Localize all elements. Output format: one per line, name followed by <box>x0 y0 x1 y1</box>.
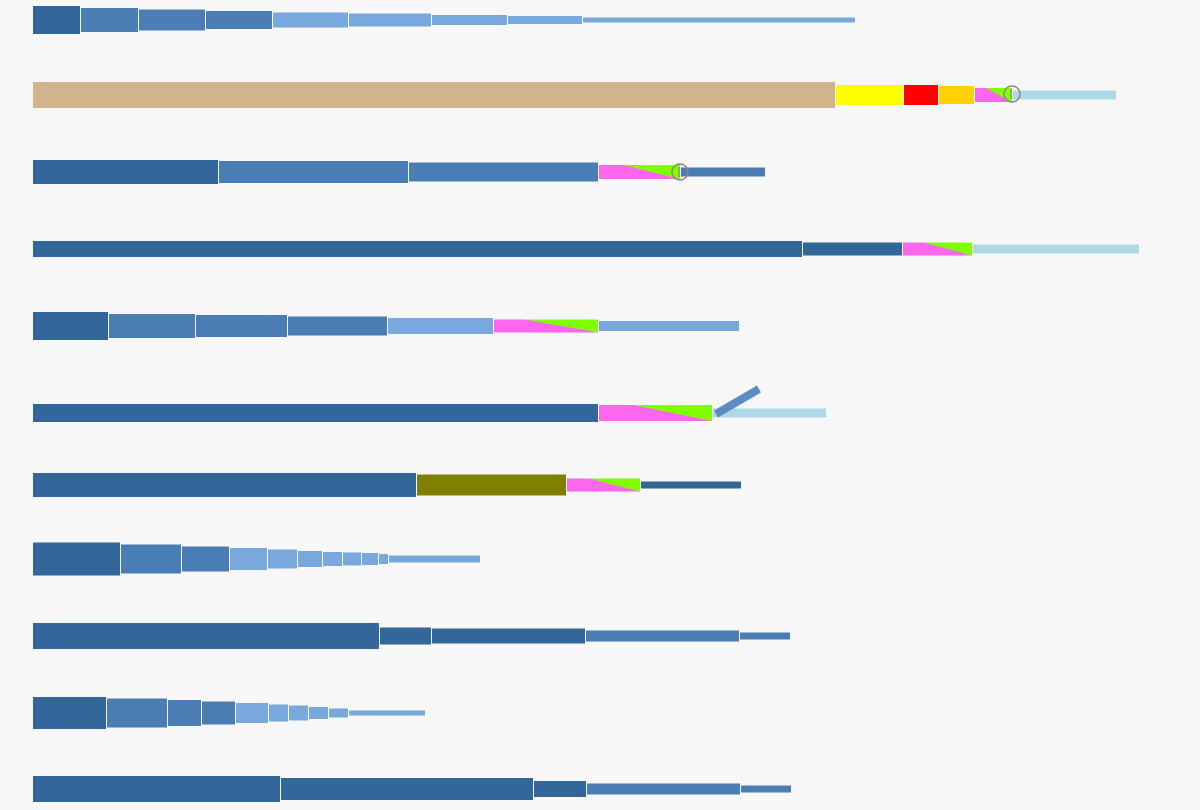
bar-row-3-segment-4 <box>599 165 680 179</box>
bar-row-11-segment-5 <box>741 785 791 793</box>
bar-row-4-segment-1 <box>33 241 802 257</box>
bar-row-11-segment-4 <box>587 783 740 795</box>
bar-row-10-segment-8 <box>309 707 328 719</box>
bar-row-7-segment-3 <box>567 478 640 492</box>
bar-row-8-segment-4 <box>230 548 267 570</box>
bar-row-1-segment-4 <box>206 11 272 29</box>
bar-row-3-segment-2 <box>219 161 408 183</box>
bar-row-2-segment-1 <box>33 82 835 108</box>
diagonal-pointer-icon <box>713 385 762 418</box>
bar-row-2 <box>33 82 1116 108</box>
bar-row-8-segment-11 <box>389 555 480 563</box>
bar-row-1-segment-6 <box>349 13 431 27</box>
bar-row-2-segment-6 <box>1013 90 1116 100</box>
circle-marker-icon <box>1003 85 1021 103</box>
bar-row-4-segment-4 <box>973 244 1139 254</box>
bar-row-6-segment-2 <box>599 405 712 421</box>
bar-row-2-segment-4 <box>939 86 974 104</box>
bar-row-7-segment-2 <box>417 474 566 496</box>
bar-row-10-segment-5 <box>236 703 268 723</box>
bar-row-2-segment-5 <box>975 88 1012 102</box>
bar-row-2-segment-3 <box>904 85 938 105</box>
bar-row-3-segment-5 <box>681 167 765 177</box>
bar-row-1-segment-7 <box>432 15 507 25</box>
bar-row-8-segment-6 <box>298 551 322 567</box>
bar-row-1-segment-3 <box>139 9 205 31</box>
bar-row-1-segment-5 <box>273 12 348 28</box>
bar-row-6 <box>33 385 826 422</box>
bar-row-8 <box>33 542 480 576</box>
bar-row-3 <box>33 160 765 184</box>
bar-row-11-segment-2 <box>281 778 533 800</box>
bar-row-4-segment-2 <box>803 242 902 256</box>
bar-row-4-segment-3 <box>903 242 972 256</box>
bar-row-8-segment-2 <box>121 544 181 574</box>
bar-row-10-segment-1 <box>33 697 106 729</box>
bar-row-5-segment-4 <box>288 316 387 336</box>
bar-row-10-segment-9 <box>329 708 348 718</box>
bar-row-10-segment-10 <box>349 710 425 716</box>
bar-row-1-segment-2 <box>81 8 138 32</box>
bar-row-11 <box>33 776 791 802</box>
bar-row-10 <box>33 697 425 729</box>
bar-row-10-segment-7 <box>289 705 308 721</box>
bar-row-9-segment-4 <box>586 630 739 642</box>
bar-row-7-segment-4 <box>641 481 741 489</box>
bar-row-1-segment-1 <box>33 6 80 34</box>
bar-row-5-segment-5 <box>388 318 493 334</box>
bar-row-1-segment-8 <box>508 16 582 24</box>
bar-row-11-segment-3 <box>534 781 586 797</box>
bar-row-8-segment-7 <box>323 552 342 566</box>
bar-row-8-segment-1 <box>33 542 120 576</box>
bar-row-5-segment-3 <box>196 315 287 337</box>
bar-row-7-segment-1 <box>33 473 416 497</box>
bar-row-10-segment-2 <box>107 698 167 728</box>
bar-row-10-segment-3 <box>168 700 201 726</box>
bar-row-9-segment-5 <box>740 632 790 640</box>
bar-row-5-segment-7 <box>599 321 739 331</box>
bar-row-8-segment-5 <box>268 549 297 569</box>
bar-row-5-segment-6 <box>494 319 598 333</box>
bar-row-8-segment-9 <box>362 553 378 565</box>
bar-row-3-segment-1 <box>33 160 218 184</box>
bar-row-3-segment-3 <box>409 162 598 182</box>
bar-row-8-segment-8 <box>343 552 361 566</box>
bar-row-9-segment-1 <box>33 623 379 649</box>
bar-row-9 <box>33 623 790 649</box>
bar-row-10-segment-4 <box>202 701 235 725</box>
bar-row-5-segment-1 <box>33 312 108 340</box>
bar-row-8-segment-3 <box>182 546 229 572</box>
bar-row-2-segment-2 <box>836 85 903 105</box>
bar-row-1-segment-9 <box>583 17 855 23</box>
bar-row-4 <box>33 241 1139 257</box>
bar-row-9-segment-2 <box>380 627 431 645</box>
bar-row-10-segment-6 <box>269 704 288 722</box>
bar-row-11-segment-1 <box>33 776 280 802</box>
bar-row-6-segment-3 <box>713 408 826 418</box>
bar-row-8-segment-10 <box>379 554 388 564</box>
bar-row-5-segment-2 <box>109 314 195 338</box>
bar-row-1 <box>33 6 855 34</box>
bar-row-6-segment-1 <box>33 404 598 422</box>
bar-row-9-segment-3 <box>432 628 585 644</box>
bar-row-7 <box>33 473 741 497</box>
bar-row-5 <box>33 312 739 340</box>
circle-marker-icon <box>671 163 689 181</box>
